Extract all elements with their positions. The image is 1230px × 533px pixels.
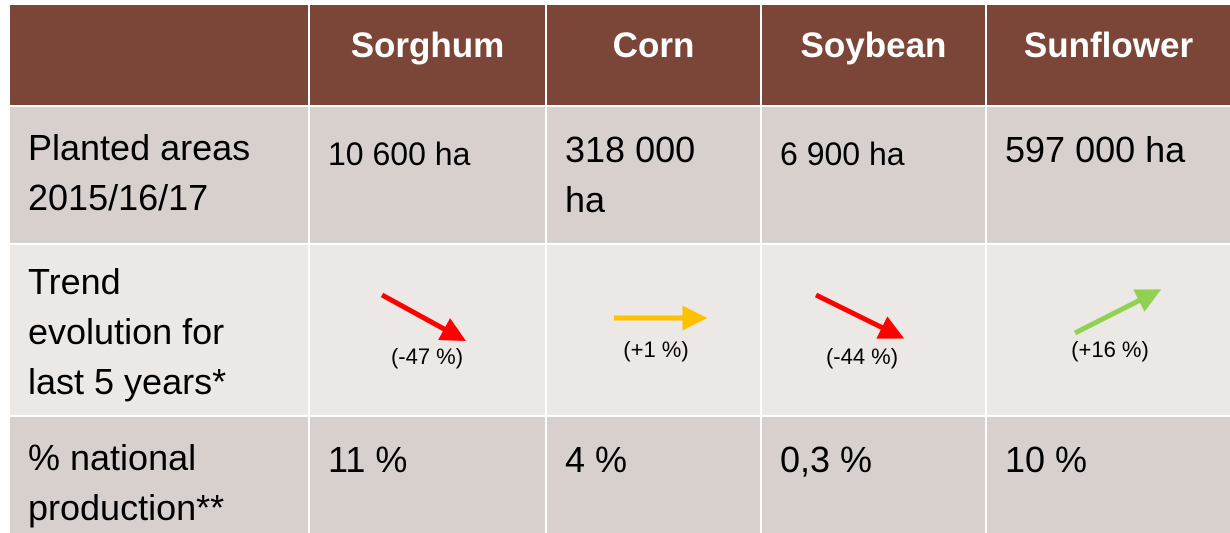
cell: 10 %: [987, 417, 1230, 533]
trend-cell: [547, 245, 760, 415]
cell: 6 900 ha: [762, 107, 985, 243]
trend-cell: [762, 245, 985, 415]
arrow-down: [814, 292, 905, 339]
trend-label: (+1 %): [623, 337, 689, 362]
trend-cell: [310, 245, 545, 415]
trend-cell: [987, 245, 1230, 415]
column-header: Corn: [547, 5, 760, 105]
cell: 597 000 ha: [987, 107, 1230, 243]
column-header: Soybean: [762, 5, 985, 105]
arrow-up: [1073, 289, 1162, 336]
cell: 0,3 %: [762, 417, 985, 533]
column-header: Sorghum: [310, 5, 545, 105]
row-label: Trend evolution for last 5 years*: [10, 245, 308, 415]
trend-label: (-47 %): [390, 344, 464, 369]
arrow-down: [380, 292, 466, 342]
cell: 318 000 ha: [547, 107, 760, 243]
trend-label: (+16 %): [1071, 337, 1149, 362]
header-corner: [10, 5, 308, 105]
row-label: Planted areas 2015/16/17: [10, 107, 308, 243]
cell: 10 600 ha: [310, 107, 545, 243]
cell: 11 %: [310, 417, 545, 533]
cell: 4 %: [547, 417, 760, 533]
column-header: Sunflower: [987, 5, 1230, 105]
row-label: % national production**: [10, 417, 308, 533]
trend-label: (-44 %): [825, 344, 899, 369]
